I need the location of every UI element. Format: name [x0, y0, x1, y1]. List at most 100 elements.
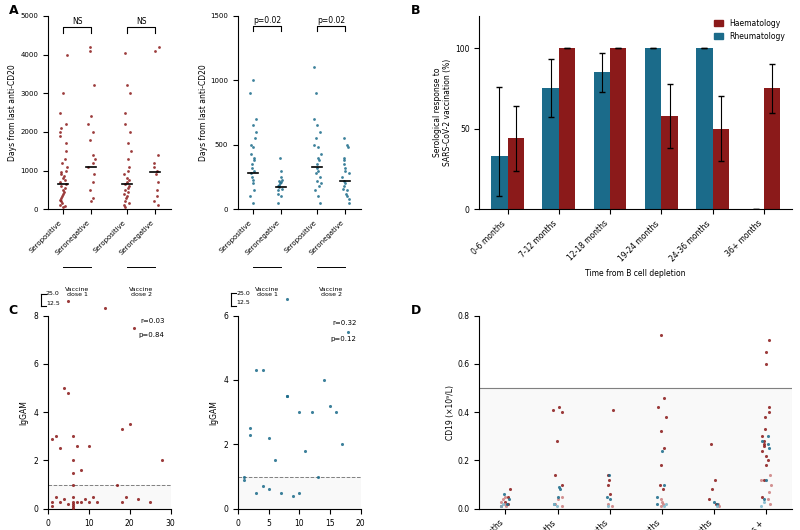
- Point: [307, 115, 320, 123]
- Point: [244, 149, 257, 158]
- Point: [756, 492, 769, 501]
- Point: [654, 502, 667, 510]
- Point: [758, 497, 771, 506]
- Point: [87, 170, 100, 179]
- Point: [759, 413, 772, 421]
- Point: [548, 500, 561, 508]
- Point: [58, 184, 71, 192]
- Text: D: D: [410, 304, 421, 317]
- Point: [272, 190, 285, 198]
- Point: [337, 184, 350, 193]
- Point: [657, 500, 670, 508]
- Point: [249, 134, 262, 143]
- Point: [308, 63, 321, 72]
- Point: [658, 502, 670, 510]
- Point: [654, 495, 667, 504]
- Point: [274, 179, 286, 188]
- Legend: Haematology, Rheumatology: Haematology, Rheumatology: [711, 16, 788, 44]
- Point: [547, 500, 560, 508]
- Point: [502, 495, 515, 504]
- Bar: [610, 48, 626, 209]
- Point: [657, 485, 670, 494]
- Point: [551, 492, 564, 501]
- Point: [58, 176, 71, 184]
- Point: [274, 489, 287, 497]
- Point: [651, 492, 664, 501]
- Point: [311, 153, 324, 162]
- Point: [122, 184, 134, 192]
- Point: [712, 502, 725, 510]
- Point: [122, 176, 135, 184]
- Point: [83, 42, 96, 51]
- Point: [119, 193, 132, 202]
- Point: [555, 492, 568, 501]
- Bar: [594, 72, 610, 209]
- Point: [247, 76, 260, 85]
- Point: [58, 172, 70, 181]
- Point: [118, 120, 131, 128]
- Point: [338, 182, 350, 190]
- Point: [314, 149, 327, 158]
- Point: [498, 490, 510, 499]
- Point: [710, 500, 722, 508]
- Point: [150, 166, 163, 175]
- Point: [548, 500, 561, 508]
- Point: [156, 456, 169, 465]
- Point: [60, 50, 73, 59]
- Point: [54, 131, 66, 140]
- Point: [338, 134, 351, 143]
- Point: [305, 408, 318, 417]
- Point: [121, 191, 134, 200]
- Bar: [48, 484, 170, 509]
- Point: [308, 140, 321, 149]
- Point: [318, 376, 330, 384]
- Point: [66, 432, 79, 440]
- Point: [494, 502, 507, 510]
- Point: [58, 202, 71, 210]
- Point: [122, 166, 134, 175]
- Point: [606, 405, 619, 414]
- Point: [238, 475, 250, 484]
- Point: [118, 48, 131, 57]
- Point: [293, 489, 306, 497]
- Point: [246, 160, 258, 169]
- Point: [148, 197, 161, 206]
- Point: [551, 502, 564, 510]
- Point: [118, 203, 131, 211]
- Y-axis label: IgGAM: IgGAM: [19, 400, 28, 425]
- Point: [601, 492, 614, 501]
- Point: [66, 492, 79, 501]
- Y-axis label: CD19 (×10⁹/L): CD19 (×10⁹/L): [446, 385, 454, 440]
- Point: [273, 181, 286, 189]
- Point: [499, 492, 512, 501]
- Point: [66, 500, 79, 508]
- Point: [86, 151, 99, 160]
- Point: [60, 120, 73, 128]
- Point: [144, 497, 157, 506]
- Point: [273, 176, 286, 185]
- Point: [336, 440, 349, 448]
- Point: [246, 175, 259, 184]
- Point: [310, 134, 323, 143]
- Point: [555, 480, 568, 489]
- Point: [552, 495, 565, 504]
- Point: [658, 480, 670, 489]
- Point: [494, 497, 507, 506]
- Point: [60, 139, 73, 148]
- Point: [124, 128, 137, 136]
- Text: Vaccine
dose 1: Vaccine dose 1: [255, 287, 279, 297]
- Point: [50, 492, 62, 501]
- Point: [342, 328, 354, 336]
- Point: [314, 179, 327, 188]
- Point: [152, 151, 165, 160]
- Point: [66, 504, 79, 512]
- Point: [272, 182, 285, 190]
- Point: [147, 158, 160, 167]
- Point: [54, 108, 67, 117]
- Point: [764, 480, 777, 489]
- Point: [60, 180, 73, 188]
- Point: [309, 89, 322, 98]
- Point: [66, 456, 79, 465]
- Point: [602, 500, 614, 508]
- Point: [86, 178, 99, 187]
